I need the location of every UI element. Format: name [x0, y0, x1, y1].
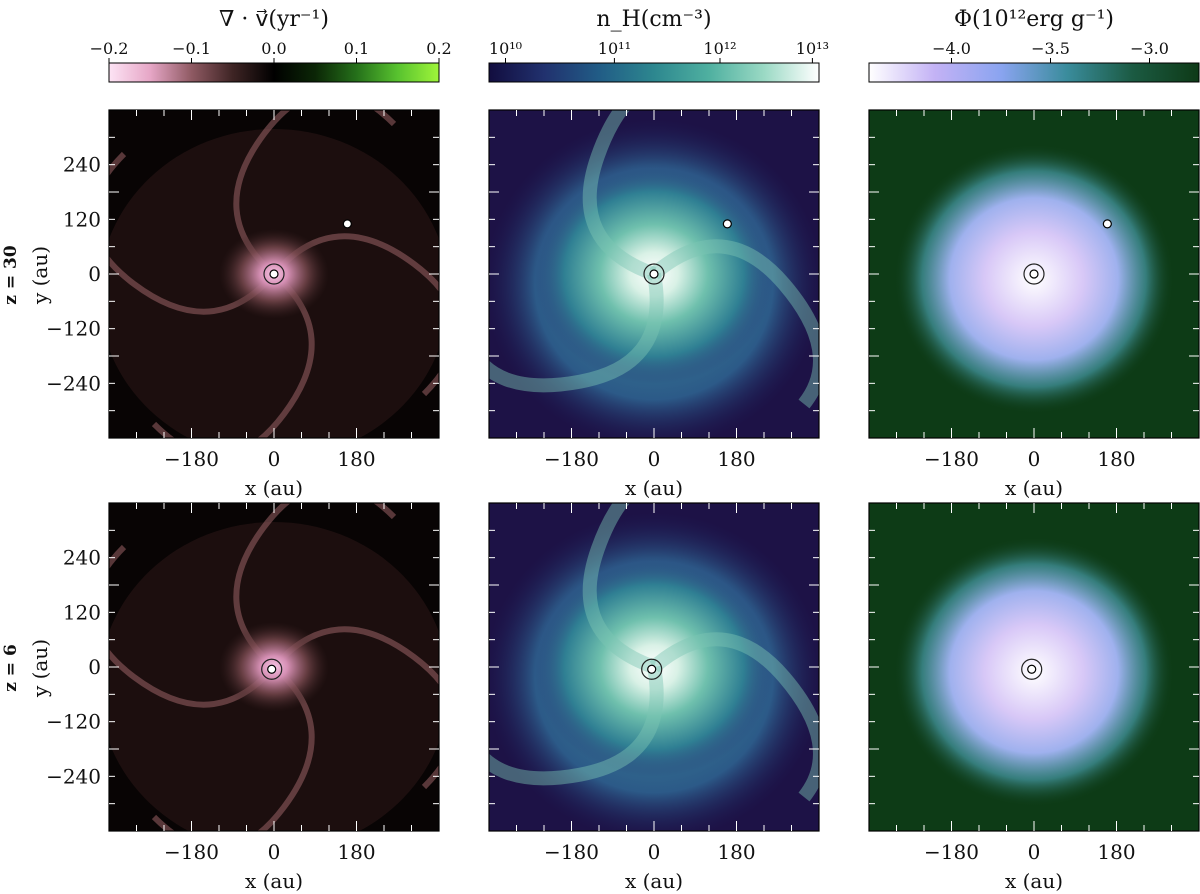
- x-axis-label-r1c1: x (au): [625, 869, 683, 893]
- y-tick-label: −240: [46, 764, 101, 788]
- colorbar-1-tick-label: 10¹³: [796, 39, 829, 58]
- x-axis-label-r0c0: x (au): [245, 476, 303, 500]
- colorbar-2-tick-label: −3.0: [1130, 39, 1169, 58]
- x-tick-label: −180: [164, 447, 219, 471]
- central-star-marker: [1027, 664, 1037, 674]
- central-star-marker: [267, 664, 277, 674]
- x-tick-label: −180: [924, 840, 979, 864]
- x-axis-label-r1c2: x (au): [1005, 869, 1063, 893]
- colorbar-0-tick-label: −0.2: [90, 39, 129, 58]
- companion-marker: [342, 219, 352, 229]
- spiral-arm: [649, 239, 819, 409]
- panel-divergence-row0: −180 0 180 240 120 0 −120 −240: [46, 109, 440, 471]
- colorbar-2-tick-label: −3.5: [1031, 39, 1070, 58]
- panel-density-row0: −180 0 180: [488, 109, 820, 471]
- row-label-z6: z = 6: [1, 644, 21, 692]
- x-tick-label: −180: [544, 840, 599, 864]
- x-tick-label: 0: [648, 840, 661, 864]
- spiral-arm: [151, 271, 315, 438]
- colorbar-1: [488, 62, 820, 83]
- panel-image: [489, 110, 819, 438]
- companion-marker: [722, 219, 732, 229]
- spiral-arm: [233, 503, 397, 670]
- row-label-z30: z = 30: [1, 245, 21, 305]
- central-star-marker: [1029, 269, 1039, 279]
- colorbar-2-tick-label: −4.0: [932, 39, 971, 58]
- colorbar-0-tick-label: 0.0: [261, 39, 286, 58]
- colorbar-2: [868, 62, 1200, 83]
- y-tick-label: 120: [63, 600, 101, 624]
- y-tick-label: 120: [63, 207, 101, 231]
- spiral-arm: [582, 503, 693, 674]
- y-tick-label: 0: [88, 262, 101, 286]
- central-star-ring: [261, 658, 283, 680]
- spiral-arm: [489, 665, 664, 786]
- x-tick-label: −180: [924, 447, 979, 471]
- x-axis-label-r0c1: x (au): [625, 476, 683, 500]
- colorbar-0-tick-label: −0.1: [172, 39, 211, 58]
- spiral-arm: [233, 110, 397, 277]
- central-star-ring: [1023, 263, 1045, 285]
- y-axis-label-bottom: y (au): [28, 639, 52, 698]
- x-tick-label: 0: [1028, 447, 1041, 471]
- colorbar-title-density: n_H(cm⁻³): [596, 7, 711, 32]
- colorbar-title-potential: Φ(10¹²erg g⁻¹): [954, 7, 1114, 32]
- spiral-arm: [582, 110, 693, 281]
- central-star-ring: [643, 263, 665, 285]
- colorbar-0-tick-label: 0.1: [344, 39, 369, 58]
- x-tick-label: 0: [648, 447, 661, 471]
- colorbar-0: [108, 62, 440, 83]
- panel-divergence-row1: −180 0 180 240 120 0 −120 −240: [46, 502, 440, 864]
- y-tick-label: −120: [46, 710, 101, 734]
- colorbar-1-tick-label: 10¹¹: [598, 39, 631, 58]
- x-tick-label: −180: [544, 447, 599, 471]
- central-star-ring: [641, 658, 663, 680]
- y-tick-label: −120: [46, 317, 101, 341]
- potential-well: [894, 144, 1174, 414]
- x-axis-label-r1c0: x (au): [245, 869, 303, 893]
- panel-potential-row1: −180 0 180: [868, 502, 1200, 864]
- colorbar-0-tick-label: 0.2: [426, 39, 451, 58]
- spiral-arm: [489, 272, 664, 393]
- x-tick-label: 180: [717, 840, 755, 864]
- x-tick-label: 0: [268, 447, 281, 471]
- x-tick-label: 0: [1028, 840, 1041, 864]
- central-star-marker: [647, 664, 657, 674]
- panel-density-row1: −180 0 180: [488, 502, 820, 864]
- x-tick-label: 0: [268, 840, 281, 864]
- panel-image: [489, 503, 819, 831]
- central-star-ring: [1021, 658, 1043, 680]
- central-star-ring: [263, 263, 285, 285]
- colorbar-title-divergence: ∇ · v⃗(yr⁻¹): [219, 7, 329, 32]
- colorbar-1-tick-label: 10¹⁰: [489, 39, 522, 58]
- x-tick-label: 180: [337, 840, 375, 864]
- y-tick-label: 240: [63, 153, 101, 177]
- y-tick-label: −240: [46, 371, 101, 395]
- x-tick-label: 180: [1097, 447, 1135, 471]
- y-tick-label: 240: [63, 546, 101, 570]
- spiral-arm: [151, 664, 315, 831]
- x-tick-label: −180: [164, 840, 219, 864]
- spiral-arm: [649, 632, 819, 802]
- x-tick-label: 180: [1097, 840, 1135, 864]
- central-star-marker: [269, 269, 279, 279]
- x-tick-label: 180: [337, 447, 375, 471]
- x-tick-label: 180: [717, 447, 755, 471]
- central-star-marker: [649, 269, 659, 279]
- colorbar-1-tick-label: 10¹²: [703, 39, 736, 58]
- y-axis-label-top: y (au): [28, 246, 52, 305]
- x-axis-label-r0c2: x (au): [1005, 476, 1063, 500]
- y-tick-label: 0: [88, 655, 101, 679]
- companion-marker: [1102, 219, 1112, 229]
- panel-potential-row0: −180 0 180: [868, 109, 1200, 471]
